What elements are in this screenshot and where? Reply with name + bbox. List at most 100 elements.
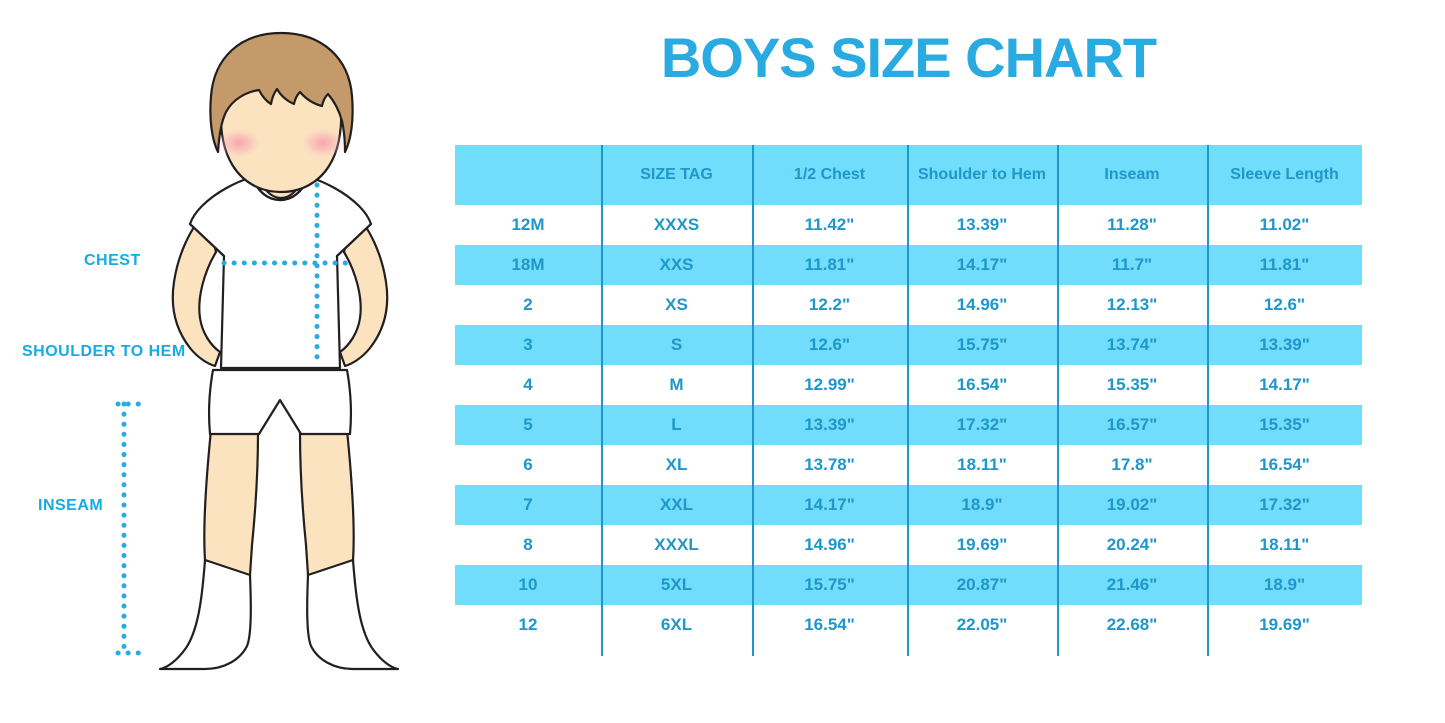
table-cell: S [601,325,752,365]
size-chart-table: SIZE TAG 1/2 Chest Shoulder to Hem Insea… [455,145,1362,645]
table-cell: XXXL [601,525,752,565]
column-divider-3 [907,145,909,656]
table-cell: 11.7" [1057,245,1207,285]
cell-size: 8 [455,525,601,565]
table-cell: 11.42" [752,205,907,245]
header-row: SIZE TAG 1/2 Chest Shoulder to Hem Insea… [455,145,1362,205]
table-cell: 15.35" [1057,365,1207,405]
cell-size: 4 [455,365,601,405]
table-cell: 14.96" [752,525,907,565]
table-header: SIZE TAG 1/2 Chest Shoulder to Hem Insea… [455,145,1362,205]
cell-size: 2 [455,285,601,325]
cell-size: 10 [455,565,601,605]
table-cell: 11.81" [1207,245,1362,285]
table-cell: 17.32" [907,405,1057,445]
table-row: 8 XXXL 14.96" 19.69" 20.24" 18.11" [455,525,1362,565]
column-divider-1 [601,145,603,656]
table-row: 5 L 13.39" 17.32" 16.57" 15.35" [455,405,1362,445]
table-row: 2 XS 12.2" 14.96" 12.13" 12.6" [455,285,1362,325]
cell-size: 12 [455,605,601,645]
table-row: 12M XXXS 11.42" 13.39" 11.28" 11.02" [455,205,1362,245]
table-cell: 13.74" [1057,325,1207,365]
table-cell: 16.54" [752,605,907,645]
table-row: 12 6XL 16.54" 22.05" 22.68" 19.69" [455,605,1362,645]
column-divider-4 [1057,145,1059,656]
table-row: 6 XL 13.78" 18.11" 17.8" 16.54" [455,445,1362,485]
table-cell: 14.17" [1207,365,1362,405]
table-cell: XS [601,285,752,325]
table-cell: 6XL [601,605,752,645]
boy-figure-illustration [115,31,400,671]
table-cell: 5XL [601,565,752,605]
table-cell: 15.75" [752,565,907,605]
blush-right [301,128,345,158]
size-chart-table-container: SIZE TAG 1/2 Chest Shoulder to Hem Insea… [455,145,1362,656]
table-cell: 16.57" [1057,405,1207,445]
table-header-cell-half-chest: 1/2 Chest [752,145,907,205]
table-cell: 11.28" [1057,205,1207,245]
table-cell: 15.75" [907,325,1057,365]
table-cell: M [601,365,752,405]
table-row: 4 M 12.99" 16.54" 15.35" 14.17" [455,365,1362,405]
column-divider-2 [752,145,754,656]
table-cell: 22.68" [1057,605,1207,645]
table-cell: 18.9" [907,485,1057,525]
table-row: 3 S 12.6" 15.75" 13.74" 13.39" [455,325,1362,365]
table-cell: 16.54" [1207,445,1362,485]
cell-size: 7 [455,485,601,525]
table-cell: L [601,405,752,445]
table-cell: 12.13" [1057,285,1207,325]
chart-panel: BOYS SIZE CHART SIZE TAG 1/2 Chest Shoul… [455,0,1445,723]
table-cell: XL [601,445,752,485]
cell-size: 5 [455,405,601,445]
table-header-cell-inseam: Inseam [1057,145,1207,205]
table-cell: 13.78" [752,445,907,485]
table-header-cell-shoulder-to-hem: Shoulder to Hem [907,145,1057,205]
cell-size: 3 [455,325,601,365]
table-cell: 18.11" [1207,525,1362,565]
page-title: BOYS SIZE CHART [660,26,1157,89]
blush-left [217,128,261,158]
table-cell: 16.54" [907,365,1057,405]
table-cell: 12.99" [752,365,907,405]
table-cell: 14.17" [752,485,907,525]
table-cell: 13.39" [752,405,907,445]
table-cell: 21.46" [1057,565,1207,605]
table-cell: 17.8" [1057,445,1207,485]
table-cell: 12.2" [752,285,907,325]
table-header-cell-size [455,145,601,205]
table-cell: 12.6" [1207,285,1362,325]
table-row: 10 5XL 15.75" 20.87" 21.46" 18.9" [455,565,1362,605]
table-cell: 12.6" [752,325,907,365]
table-cell: 22.05" [907,605,1057,645]
chest-measure-label: CHEST [84,252,141,269]
column-divider-5 [1207,145,1209,656]
table-cell: XXXS [601,205,752,245]
table-cell: 18.9" [1207,565,1362,605]
table-cell: 20.87" [907,565,1057,605]
table-cell: 19.69" [1207,605,1362,645]
table-cell: 14.96" [907,285,1057,325]
table-cell: 19.02" [1057,485,1207,525]
table-cell: 11.02" [1207,205,1362,245]
illustration-panel: CHEST SHOULDER TO HEM INSEAM [0,0,455,723]
table-row: 18M XXS 11.81" 14.17" 11.7" 11.81" [455,245,1362,285]
table-cell: 20.24" [1057,525,1207,565]
table-row: 7 XXL 14.17" 18.9" 19.02" 17.32" [455,485,1362,525]
table-body: 12M XXXS 11.42" 13.39" 11.28" 11.02" 18M XXS 11.… [455,205,1362,645]
table-cell: XXL [601,485,752,525]
shoulder-to-hem-measure-label: SHOULDER TO HEM [22,343,186,360]
table-header-cell-sleeve-length: Sleeve Length [1207,145,1362,205]
table-cell: 17.32" [1207,485,1362,525]
table-cell: 18.11" [907,445,1057,485]
table-cell: 14.17" [907,245,1057,285]
cell-size: 6 [455,445,601,485]
cell-size: 18M [455,245,601,285]
table-cell: 15.35" [1207,405,1362,445]
inseam-measure-label: INSEAM [38,497,104,514]
table-cell: 19.69" [907,525,1057,565]
table-header-cell-size-tag: SIZE TAG [601,145,752,205]
table-cell: 13.39" [907,205,1057,245]
table-cell: 11.81" [752,245,907,285]
table-cell: XXS [601,245,752,285]
